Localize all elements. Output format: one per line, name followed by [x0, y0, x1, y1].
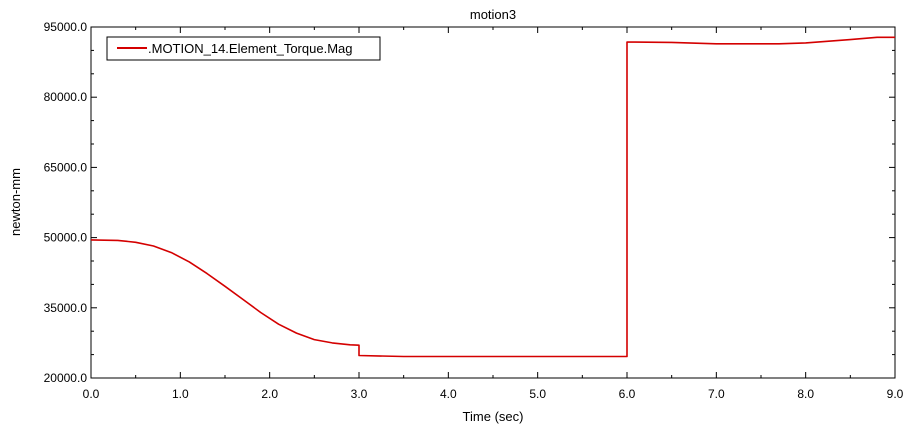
- series-line: [90, 36, 895, 358]
- x-tick-label: 0.0: [83, 387, 100, 401]
- x-tick-label: 8.0: [797, 387, 814, 401]
- legend-box: [106, 36, 381, 61]
- x-axis: 0.0 1.0 2.0 3.0 4.0 5.0 6.0 7.0 8.0 9.0: [83, 27, 904, 401]
- legend-label: .MOTION_14.Element_Torque.Mag: [148, 41, 352, 56]
- x-tick-label: 7.0: [708, 387, 725, 401]
- y-tick-label: 95000.0: [44, 20, 88, 34]
- plot-area: [90, 26, 896, 379]
- y-axis-title: newton-mm: [8, 168, 23, 236]
- x-tick-label: 4.0: [440, 387, 457, 401]
- x-tick-label: 9.0: [887, 387, 904, 401]
- y-tick-label: 20000.0: [44, 371, 88, 385]
- x-tick-label: 5.0: [529, 387, 546, 401]
- x-tick-label: 2.0: [261, 387, 278, 401]
- series-layer: [90, 36, 895, 358]
- x-tick-label: 3.0: [351, 387, 368, 401]
- chart-title: motion3: [470, 7, 516, 22]
- y-tick-label: 65000.0: [44, 160, 88, 174]
- y-tick-label: 35000.0: [44, 301, 88, 315]
- y-tick-label: 80000.0: [44, 90, 88, 104]
- y-axis: 20000.0 35000.0 50000.0 65000.0 80000.0 95000…: [44, 20, 895, 385]
- x-axis-title: Time (sec): [463, 409, 524, 424]
- y-tick-label: 50000.0: [44, 231, 88, 245]
- plot-frame: [90, 26, 896, 379]
- legend: .MOTION_14.Element_Torque.Mag: [106, 36, 381, 61]
- x-tick-label: 1.0: [172, 387, 189, 401]
- x-tick-label: 6.0: [619, 387, 636, 401]
